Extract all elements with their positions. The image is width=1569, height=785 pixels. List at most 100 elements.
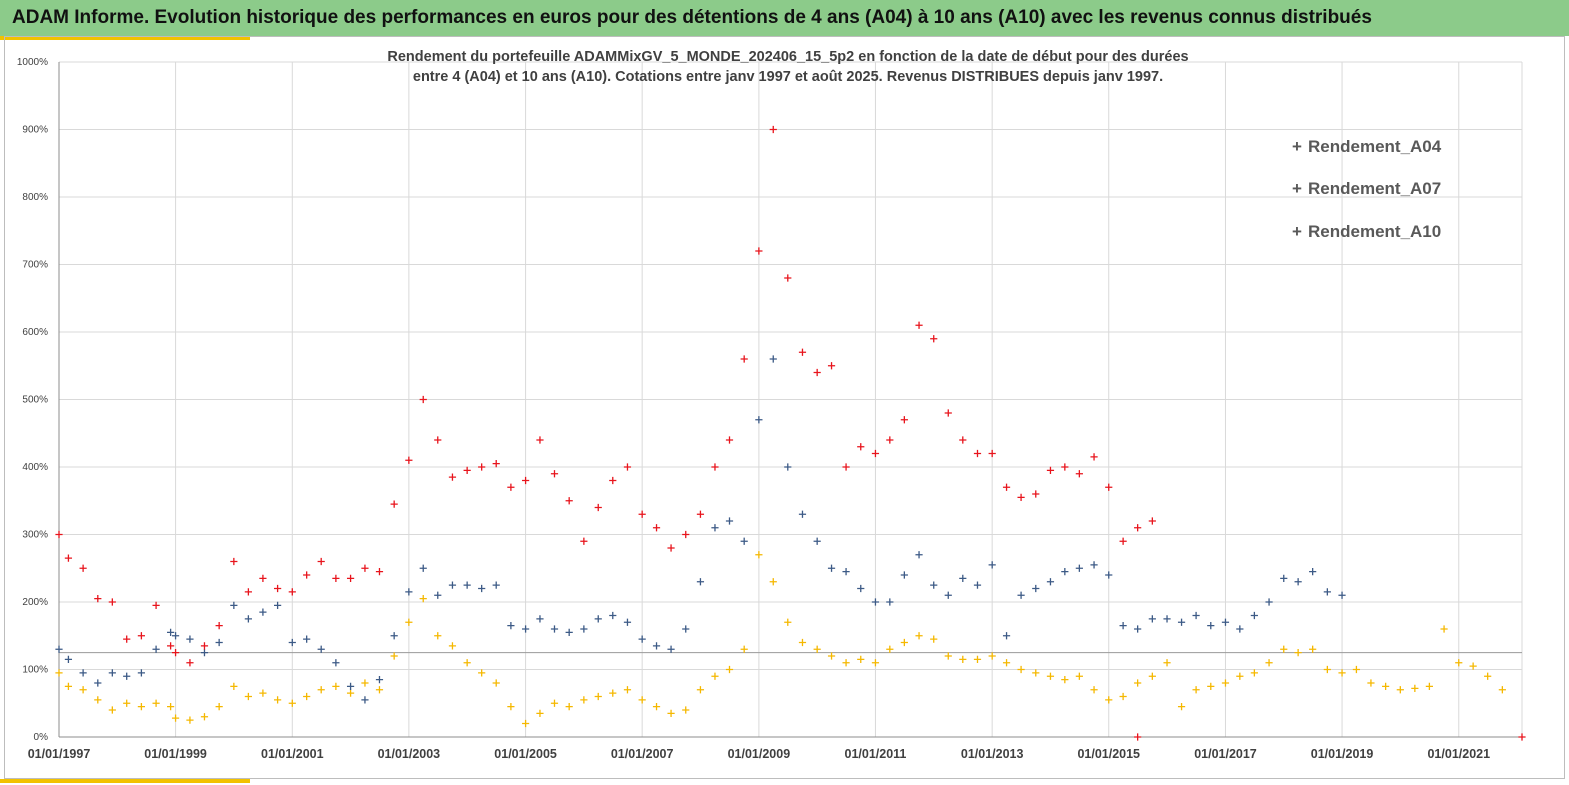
- data-point: [1032, 669, 1040, 677]
- data-point: [478, 584, 486, 593]
- data-point: [492, 679, 500, 687]
- data-point: [346, 682, 355, 690]
- legend-item-a07: + Rendement_A07: [1292, 179, 1441, 198]
- data-point: [638, 696, 646, 704]
- data-point: [152, 601, 160, 609]
- y-tick-label: 100%: [22, 665, 48, 676]
- data-point: [536, 436, 544, 444]
- data-point: [696, 686, 705, 694]
- data-point: [638, 510, 646, 518]
- data-point: [959, 574, 967, 582]
- legend-item-a04: + Rendement_A04: [1292, 137, 1442, 156]
- x-tick-label: 01/01/1997: [28, 747, 91, 761]
- data-point: [973, 449, 982, 458]
- data-point: [492, 460, 500, 468]
- data-point: [346, 689, 355, 697]
- data-point: [1455, 659, 1463, 667]
- data-point: [375, 676, 384, 684]
- data-point: [259, 574, 267, 582]
- data-point: [215, 638, 223, 647]
- data-point: [123, 635, 131, 643]
- data-point: [1134, 679, 1142, 687]
- data-point: [813, 368, 821, 377]
- data-point: [755, 247, 763, 255]
- banner-title: ADAM Informe. Evolution historique des p…: [12, 7, 1372, 28]
- data-point: [1105, 483, 1113, 491]
- y-tick-label: 300%: [22, 530, 48, 541]
- x-tick-label: 01/01/2003: [378, 747, 441, 761]
- data-point: [667, 544, 675, 552]
- data-point: [1207, 622, 1215, 630]
- data-point: [1294, 578, 1302, 586]
- data-point: [288, 638, 296, 647]
- data-point: [1163, 615, 1171, 623]
- data-point: [434, 632, 442, 640]
- data-point: [1061, 676, 1069, 684]
- data-point: [1484, 672, 1492, 680]
- data-point: [973, 655, 982, 663]
- data-point: [152, 699, 160, 707]
- data-point: [1032, 584, 1040, 593]
- data-point: [303, 571, 311, 579]
- data-point: [1017, 591, 1025, 599]
- data-point: [930, 581, 938, 589]
- x-tick-label: 01/01/2017: [1194, 747, 1257, 761]
- data-point: [973, 581, 982, 589]
- data-point: [915, 551, 923, 559]
- data-point: [64, 682, 73, 690]
- data-point: [1469, 662, 1477, 670]
- data-point: [944, 591, 952, 599]
- data-point: [988, 561, 996, 569]
- data-point: [871, 598, 880, 606]
- data-point: [1250, 611, 1258, 620]
- data-point: [1061, 568, 1069, 576]
- data-point: [64, 554, 73, 562]
- y-tick-label: 800%: [22, 192, 48, 203]
- data-point: [1002, 632, 1011, 640]
- data-point: [478, 669, 486, 677]
- data-point: [171, 632, 180, 640]
- data-point: [609, 689, 617, 697]
- data-point: [842, 463, 850, 471]
- data-point: [652, 642, 661, 650]
- data-point: [1280, 645, 1288, 653]
- data-point: [259, 608, 267, 616]
- data-point: [623, 686, 632, 694]
- data-point: [682, 625, 690, 633]
- legend-marker-a10: +: [1292, 222, 1302, 241]
- data-point: [725, 665, 734, 674]
- data-point: [550, 625, 559, 633]
- data-point: [798, 348, 807, 356]
- data-point: [755, 416, 763, 424]
- data-point: [813, 645, 821, 653]
- data-point: [827, 652, 836, 660]
- data-point: [565, 628, 573, 636]
- bottom-accent-bar: [0, 779, 250, 783]
- data-point: [944, 409, 952, 417]
- data-point: [448, 642, 457, 650]
- data-point: [303, 692, 311, 701]
- data-point: [64, 655, 73, 663]
- data-point: [405, 618, 413, 626]
- data-point: [521, 476, 530, 485]
- x-tick-label: 01/01/2009: [728, 747, 791, 761]
- data-point: [332, 659, 340, 667]
- legend-label-a04: Rendement_A04: [1308, 137, 1442, 156]
- data-point: [1163, 659, 1171, 667]
- data-point: [959, 436, 967, 444]
- data-point: [521, 625, 530, 633]
- data-point: [988, 652, 996, 660]
- data-point: [682, 706, 690, 714]
- x-tick-label: 01/01/2005: [494, 747, 557, 761]
- data-point: [915, 321, 923, 329]
- data-point: [1032, 490, 1040, 498]
- data-point: [711, 524, 719, 532]
- data-point: [740, 537, 748, 545]
- data-point: [1148, 517, 1156, 525]
- data-point: [580, 696, 588, 704]
- data-point: [200, 649, 209, 657]
- data-point: [842, 659, 850, 667]
- y-tick-label: 1000%: [17, 57, 48, 68]
- data-point: [609, 611, 617, 620]
- data-point: [667, 645, 675, 653]
